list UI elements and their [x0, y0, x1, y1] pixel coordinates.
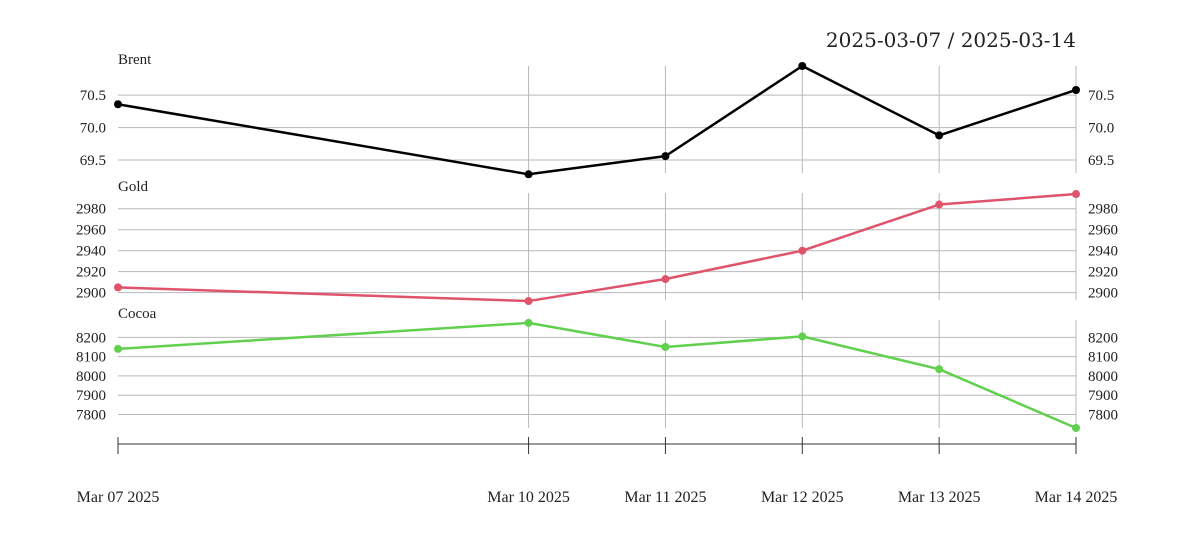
- data-point-gold: [661, 275, 670, 284]
- data-point-gold: [114, 283, 122, 292]
- y-tick-label-right: 7800: [1088, 408, 1118, 424]
- date-range-title: 2025-03-07 / 2025-03-14: [825, 28, 1076, 52]
- series-line-cocoa: [117, 321, 1077, 430]
- y-tick-label-right: 2900: [1088, 286, 1118, 302]
- data-point-gold: [798, 246, 807, 255]
- y-tick-label-left: 70.5: [80, 88, 106, 104]
- data-point-cocoa: [798, 332, 807, 341]
- x-tick-label: Mar 13 2025: [898, 489, 981, 506]
- x-tick-label: Mar 07 2025: [77, 489, 160, 506]
- data-point-brent: [524, 170, 533, 179]
- data-point-cocoa: [1072, 424, 1080, 432]
- y-tick-label-right: 2960: [1088, 223, 1118, 239]
- x-tick-label: Mar 12 2025: [761, 489, 844, 506]
- series-line-brent: [117, 64, 1077, 176]
- y-tick-label-left: 2900: [76, 286, 106, 302]
- y-tick-label-left: 8000: [76, 369, 106, 385]
- y-tick-label-left: 2920: [76, 265, 106, 281]
- x-tick-label: Mar 10 2025: [487, 489, 570, 506]
- y-tick-label-left: 2980: [76, 202, 106, 218]
- y-tick-label-left: 70.0: [80, 121, 106, 137]
- data-point-gold: [935, 200, 944, 209]
- y-tick-label-right: 2920: [1088, 265, 1118, 281]
- y-tick-label-left: 8100: [76, 350, 106, 366]
- y-tick-label-right: 2980: [1088, 202, 1118, 218]
- data-point-gold: [524, 297, 533, 306]
- data-point-cocoa: [524, 318, 533, 327]
- y-tick-label-right: 2940: [1088, 244, 1118, 260]
- data-point-brent: [1072, 85, 1080, 94]
- panel-title-cocoa: Cocoa: [118, 306, 157, 322]
- y-tick-label-left: 2960: [76, 223, 106, 239]
- series-line-gold: [117, 192, 1077, 303]
- y-tick-label-left: 69.5: [80, 153, 106, 169]
- y-tick-label-right: 70.5: [1088, 88, 1114, 104]
- y-tick-label-right: 8000: [1088, 369, 1118, 385]
- data-point-brent: [798, 62, 807, 70]
- x-tick-label: Mar 11 2025: [624, 489, 706, 506]
- y-tick-label-right: 7900: [1088, 388, 1118, 404]
- y-tick-label-right: 8200: [1088, 330, 1118, 346]
- panel-title-brent: Brent: [118, 52, 152, 68]
- y-tick-label-right: 69.5: [1088, 153, 1114, 169]
- data-point-brent: [114, 100, 122, 109]
- data-point-cocoa: [661, 343, 670, 351]
- data-point-brent: [935, 131, 944, 140]
- panel-title-gold: Gold: [118, 179, 149, 195]
- y-tick-label-left: 8200: [76, 330, 106, 346]
- data-point-cocoa: [114, 344, 122, 353]
- x-tick-label: Mar 14 2025: [1035, 489, 1118, 506]
- data-point-gold: [1072, 190, 1080, 199]
- data-point-cocoa: [935, 365, 944, 374]
- y-tick-label-right: 8100: [1088, 350, 1118, 366]
- y-tick-label-right: 70.0: [1088, 121, 1114, 137]
- data-point-brent: [661, 152, 670, 161]
- y-tick-label-left: 7900: [76, 388, 106, 404]
- y-tick-label-left: 2940: [76, 244, 106, 260]
- y-tick-label-left: 7800: [76, 408, 106, 424]
